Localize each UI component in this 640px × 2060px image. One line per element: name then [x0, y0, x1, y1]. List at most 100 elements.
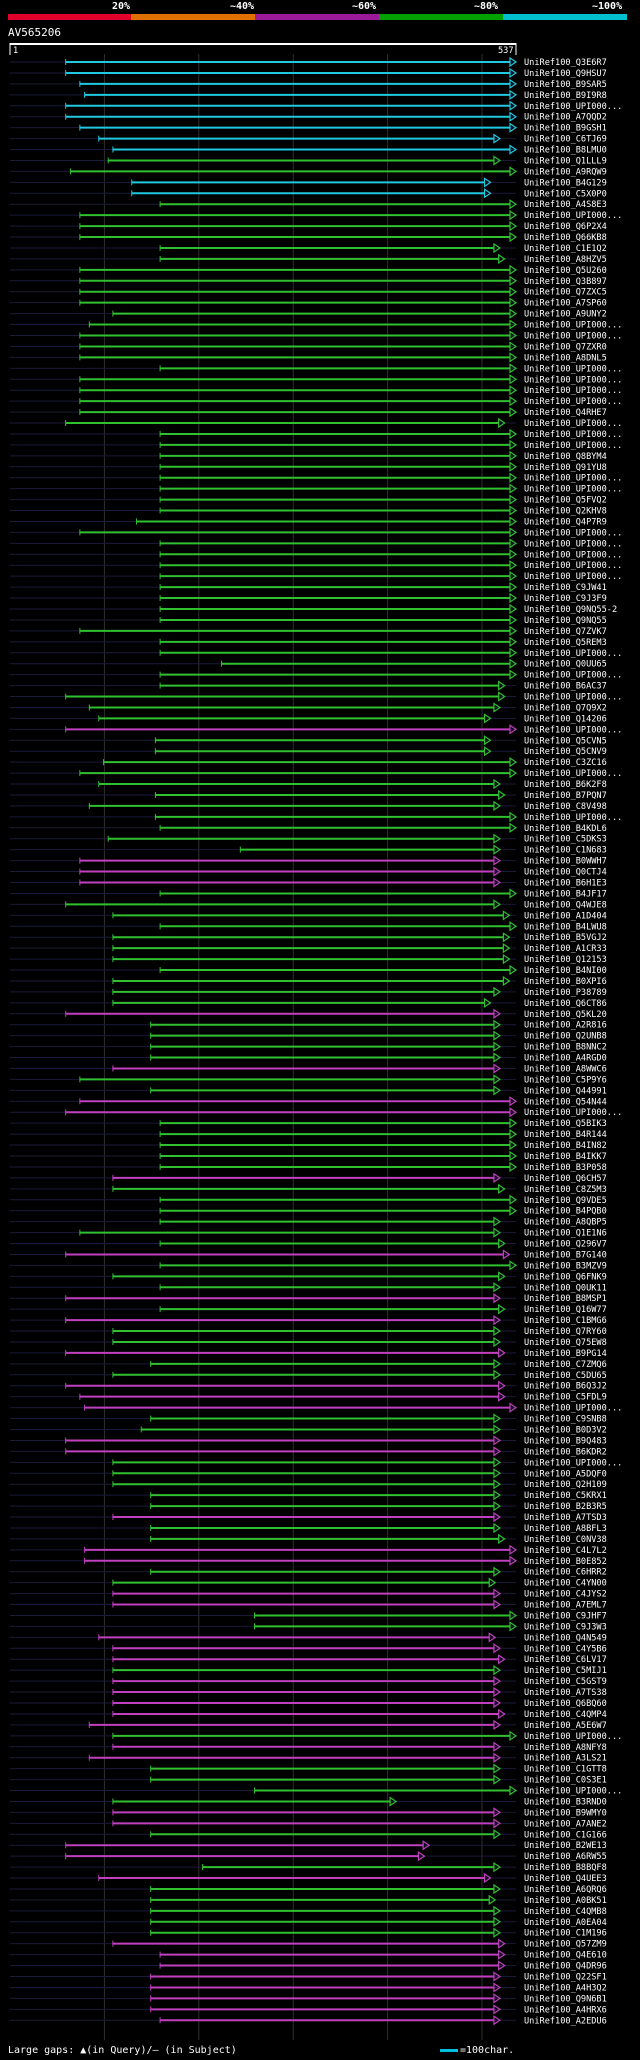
hit-label: UniRef100_UPI000...: [524, 1404, 622, 1414]
hit-label: UniRef100_C8Z5M3: [524, 1185, 607, 1195]
hit-arrow: [493, 1752, 502, 1763]
hit-label: UniRef100_C1GTT8: [524, 1765, 607, 1775]
hit-arrow: [493, 1008, 502, 1019]
hit-label: UniRef100_UPI000...: [524, 375, 622, 385]
hit-arrow: [509, 1260, 518, 1271]
hit-label: UniRef100_B6KDR2: [524, 1447, 607, 1457]
hit-label: UniRef100_C5DKS3: [524, 835, 607, 845]
hit-label: UniRef100_Q57ZM9: [524, 1940, 607, 1950]
hit-label: UniRef100_UPI000...: [524, 485, 622, 495]
hit-arrow: [509, 78, 518, 90]
hit-label: UniRef100_B3MZV9: [524, 1261, 607, 1271]
hit-label: UniRef100_UPI000...: [524, 572, 622, 582]
hit-label: UniRef100_Q66KB8: [524, 233, 607, 243]
hit-arrow: [498, 1938, 506, 1949]
hit-label: UniRef100_B5VGJ2: [524, 933, 607, 943]
hit-label: UniRef100_B6AC37: [524, 682, 607, 692]
hit-arrow: [493, 1424, 502, 1435]
hit-label: UniRef100_A8DNL5: [524, 353, 607, 363]
hit-arrow: [509, 330, 518, 341]
hit-label: UniRef100_UPI000...: [524, 364, 622, 374]
hit-arrow: [502, 932, 511, 943]
hit-label: UniRef100_C1M196: [524, 1929, 607, 1939]
hit-label: UniRef100_Q12153: [524, 955, 607, 965]
hit-label: UniRef100_Q6P2X4: [524, 222, 607, 232]
hit-arrow: [488, 1894, 497, 1906]
hit-arrow: [509, 757, 518, 768]
hit-arrow: [509, 275, 518, 286]
hit-arrow: [493, 866, 502, 877]
hit-arrow: [493, 702, 502, 713]
hit-arrow: [509, 122, 518, 133]
hit-arrow: [493, 1763, 502, 1774]
hit-arrow: [509, 1096, 518, 1107]
hit-label: UniRef100_A4S8E3: [524, 200, 607, 210]
legend-label-40: ~40%: [230, 1, 255, 12]
hit-arrow: [493, 1490, 502, 1501]
hit-label: UniRef100_UPI000...: [524, 1458, 622, 1468]
hit-label: UniRef100_A8BFL3: [524, 1524, 607, 1534]
hit-label: UniRef100_A9RQW9: [524, 167, 607, 177]
hit-label: UniRef100_A5DQF0: [524, 1469, 607, 1479]
hit-label: UniRef100_C4JYS2: [524, 1590, 607, 1600]
hit-label: UniRef100_B8NNC2: [524, 1043, 607, 1053]
hit-label: UniRef100_Q0UK11: [524, 1283, 607, 1293]
hit-label: UniRef100_A8QBP5: [524, 1218, 607, 1228]
hit-arrow: [509, 100, 518, 111]
hit-arrow: [493, 1227, 502, 1238]
hit-arrow: [483, 188, 492, 199]
hit-label: UniRef100_C4YN00: [524, 1579, 607, 1589]
legend-label-60: ~60%: [352, 1, 377, 12]
hit-label: UniRef100_Q44991: [524, 1086, 607, 1096]
hit-label: UniRef100_C6HRR2: [524, 1568, 607, 1578]
hit-arrow: [493, 1457, 502, 1468]
hit-arrow: [493, 2004, 502, 2015]
hit-arrow: [498, 1380, 506, 1391]
hit-label: UniRef100_Q9HSU7: [524, 69, 607, 79]
hit-label: UniRef100_A2R816: [524, 1021, 607, 1031]
hit-label: UniRef100_B3RND0: [524, 1797, 607, 1807]
hit-label: UniRef100_B7PQN7: [524, 791, 607, 801]
hit-arrow: [509, 811, 518, 822]
hit-arrow: [509, 385, 518, 396]
hit-label: UniRef100_UPI000...: [524, 211, 622, 221]
hit-label: UniRef100_UPI000...: [524, 561, 622, 571]
hit-label: UniRef100_Q54N44: [524, 1097, 607, 1107]
hit-arrow: [493, 1019, 502, 1030]
hit-arrow: [509, 144, 518, 155]
hit-label: UniRef100_C8V498: [524, 802, 607, 812]
hit-label: UniRef100_A6QRQ6: [524, 1885, 607, 1895]
hit-arrow: [498, 253, 506, 265]
hit-label: UniRef100_A8HZV5: [524, 255, 607, 265]
hit-label: UniRef100_B9Q483: [524, 1436, 607, 1446]
hit-arrow: [509, 822, 518, 833]
hit-arrow: [509, 724, 518, 735]
hit-label: UniRef100_B4LWU8: [524, 922, 607, 932]
hit-arrow: [509, 1139, 518, 1151]
hit-arrow: [493, 1435, 502, 1446]
hit-arrow: [493, 1829, 502, 1840]
hit-label: UniRef100_C1G166: [524, 1830, 607, 1840]
hit-arrow: [498, 417, 506, 429]
hit-arrow: [493, 899, 502, 910]
hit-label: UniRef100_C1BMG6: [524, 1316, 607, 1326]
hit-label: UniRef100_A3LS21: [524, 1754, 607, 1764]
hit-arrow: [493, 1719, 502, 1731]
hit-arrow: [509, 505, 518, 516]
hit-label: UniRef100_A7ANE2: [524, 1819, 607, 1829]
hit-label: UniRef100_A7TSD3: [524, 1513, 607, 1523]
hit-label: UniRef100_Q9VDE5: [524, 1196, 607, 1206]
hit-arrow: [493, 1697, 502, 1709]
hit-label: UniRef100_Q7ZXC5: [524, 288, 607, 298]
hit-arrow: [483, 735, 492, 746]
hit-label: UniRef100_UPI000...: [524, 102, 622, 112]
hit-label: UniRef100_A4HRX6: [524, 2005, 607, 2015]
hit-label: UniRef100_C5DU65: [524, 1371, 607, 1381]
hit-arrow: [493, 1686, 502, 1698]
hit-label: UniRef100_Q7ZVK7: [524, 627, 607, 637]
hit-label: UniRef100_C4QMP4: [524, 1710, 607, 1720]
hit-arrow: [509, 352, 518, 363]
hit-arrow: [493, 844, 502, 855]
hit-label: UniRef100_C5FDL9: [524, 1393, 607, 1403]
hit-label: UniRef100_Q2KHV8: [524, 507, 607, 517]
